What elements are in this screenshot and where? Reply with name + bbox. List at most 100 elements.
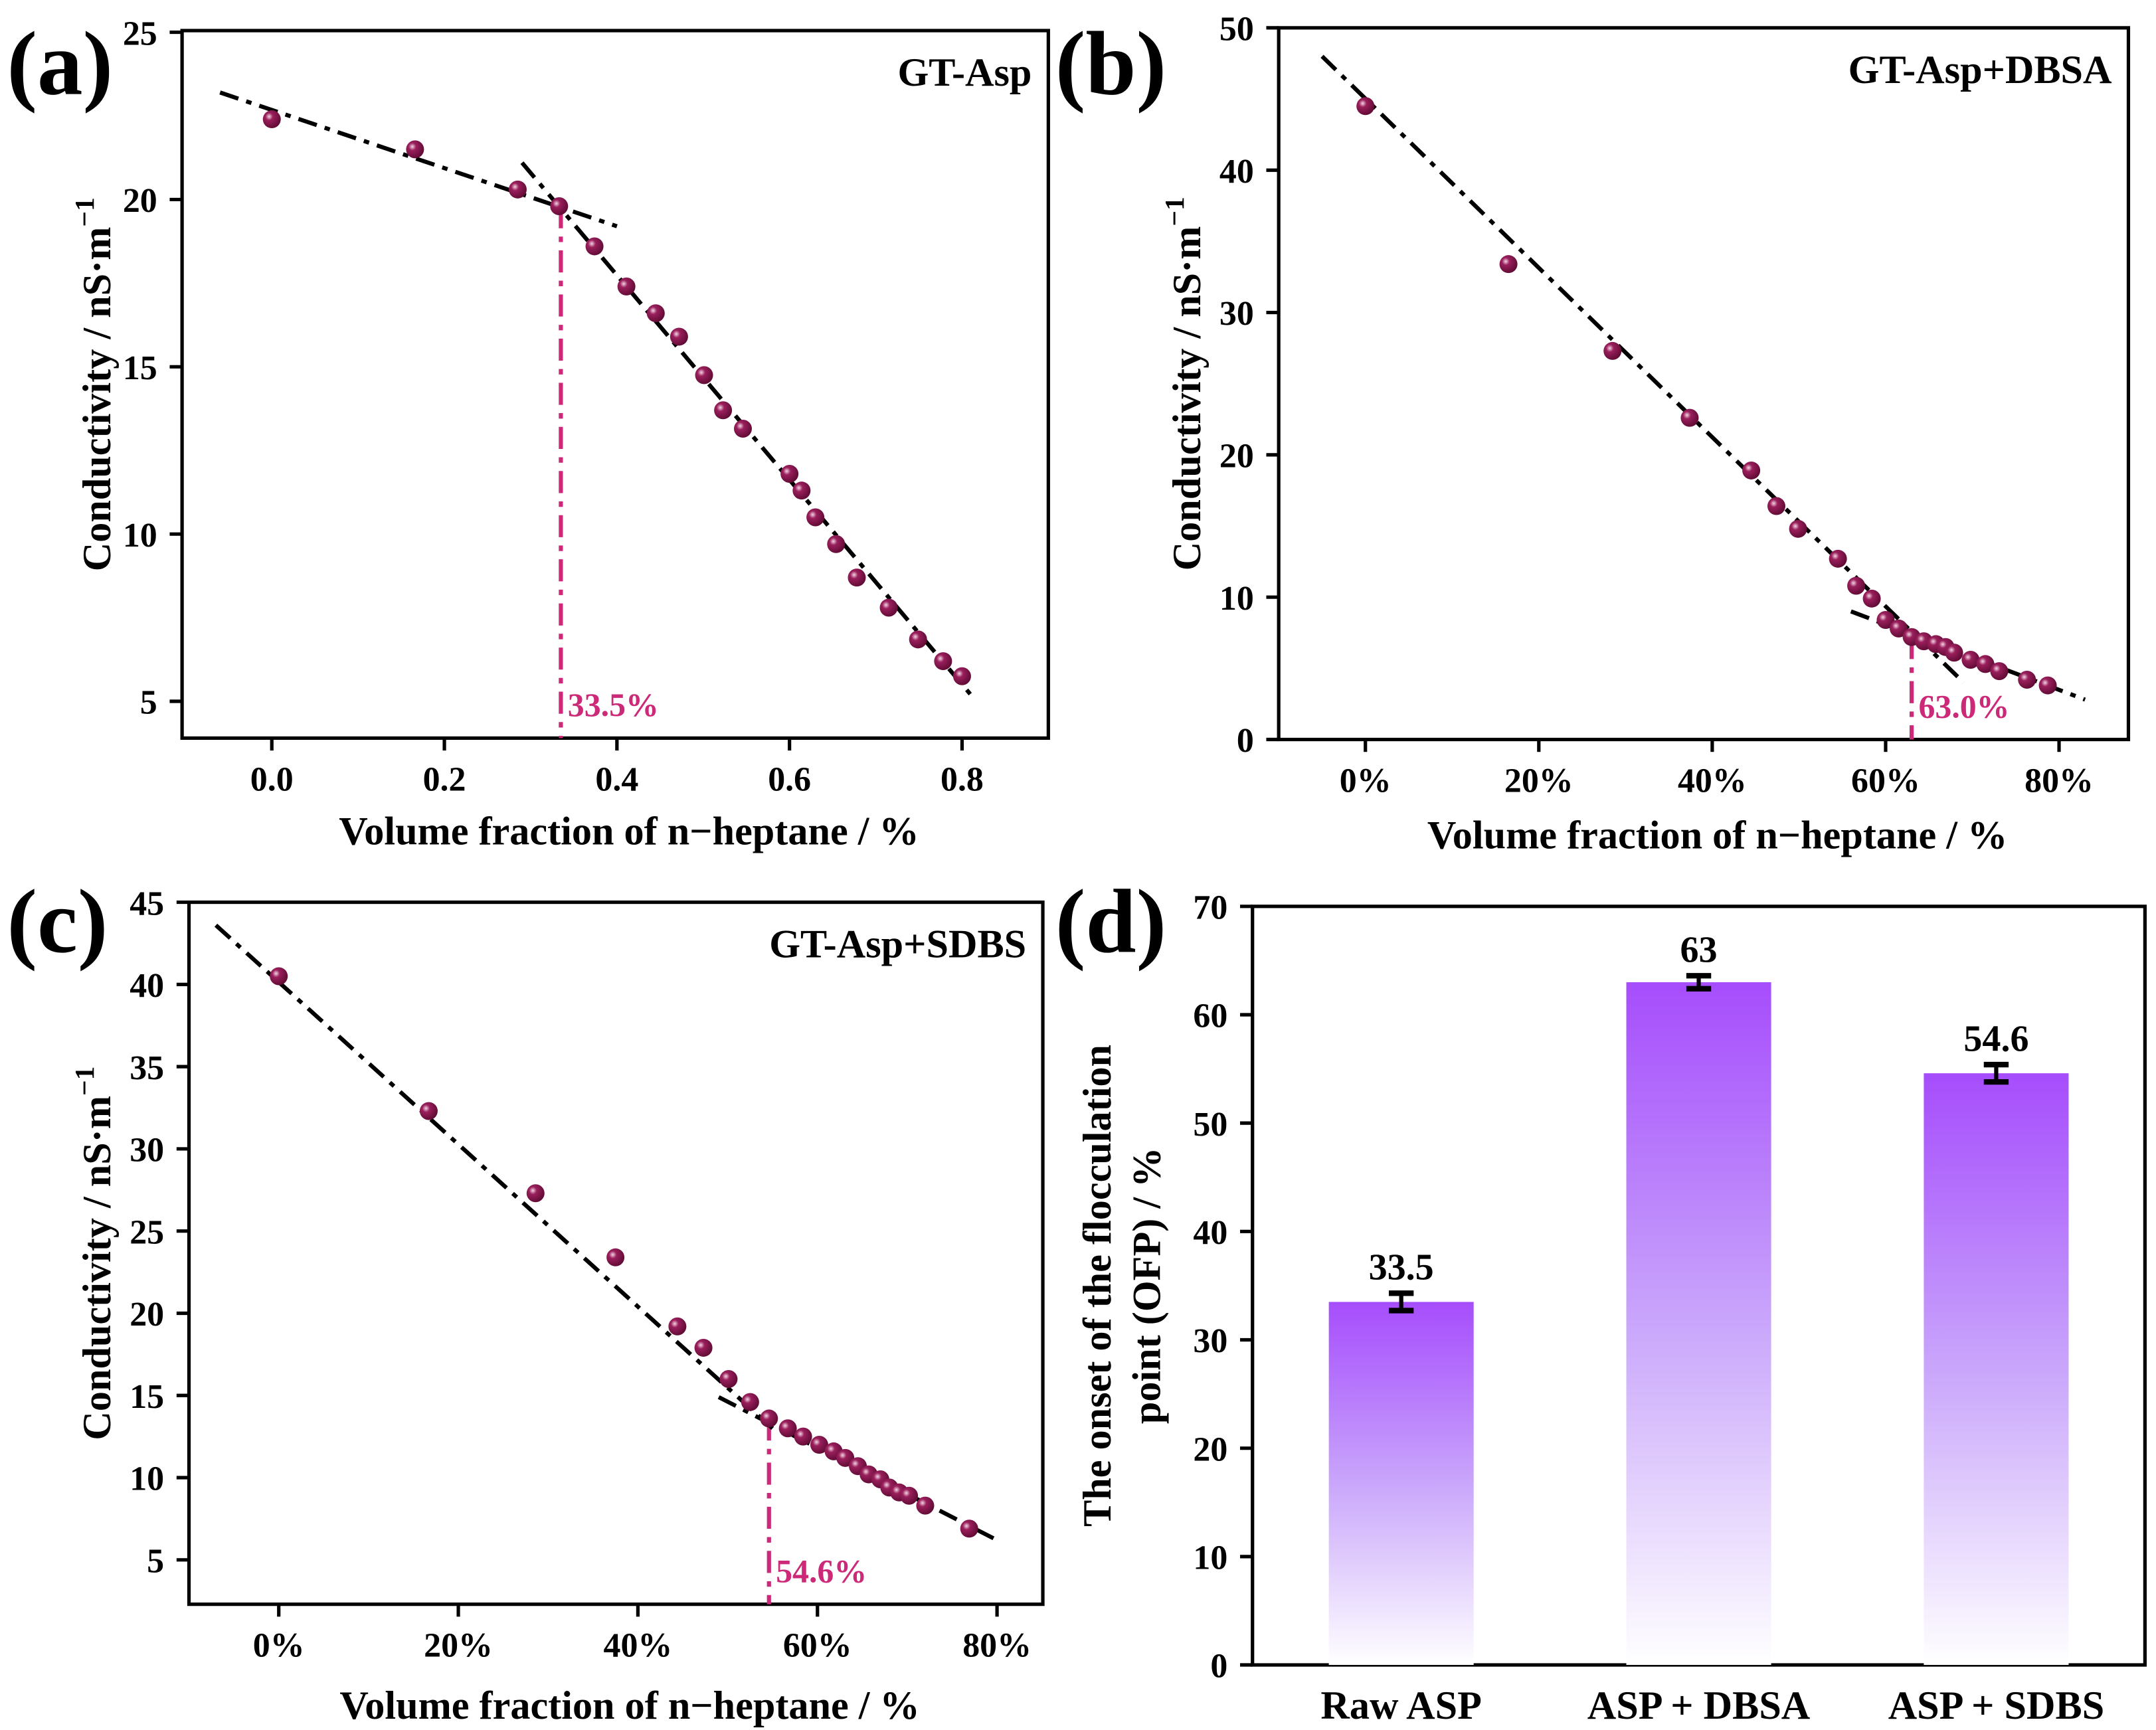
data-point: [909, 630, 927, 649]
y-tick-label: 40: [1219, 153, 1254, 191]
x-axis-label: Volume fraction of n−heptane / %: [339, 1684, 919, 1728]
data-point: [1767, 497, 1785, 515]
data-point: [419, 1102, 438, 1120]
data-point: [550, 197, 569, 216]
data-point: [262, 110, 281, 129]
data-point: [1976, 655, 1995, 673]
data-point: [526, 1184, 545, 1203]
x-category-label: Raw ASP: [1320, 1684, 1482, 1728]
panel-label: (b): [1055, 13, 1167, 114]
data-point: [695, 366, 713, 385]
y-tick-label: 30: [1219, 295, 1254, 333]
y-tick-label: 45: [130, 885, 164, 922]
fit-line: [214, 923, 774, 1430]
data-point: [952, 667, 971, 685]
y-axis-label-text: Conductivity / nS·m: [1165, 226, 1210, 571]
y-axis-label-line1: The onset of the flocculation: [1075, 1045, 1120, 1527]
y-tick-label: 5: [147, 1543, 164, 1581]
y-tick-label: 70: [1193, 889, 1227, 926]
x-tick-label: 60%: [783, 1627, 852, 1665]
plot-frame: [1277, 26, 2131, 742]
x-tick-label: 80%: [2024, 762, 2094, 800]
x-tick-label: 0.0: [250, 760, 294, 798]
x-tick-label: 20%: [424, 1627, 493, 1665]
data-point: [794, 1427, 812, 1446]
data-point: [827, 535, 846, 553]
data-point: [2018, 670, 2036, 689]
y-axis-label-superscript: −1: [69, 1067, 100, 1096]
value-label: 63: [1680, 929, 1718, 970]
x-tick-label: 40%: [1678, 762, 1747, 800]
y-tick-label: 15: [130, 1378, 164, 1416]
value-label: 33.5: [1369, 1247, 1434, 1288]
data-point: [694, 1338, 713, 1357]
data-point: [508, 180, 527, 199]
bar: [1328, 1302, 1474, 1666]
y-tick-label: 5: [140, 684, 157, 722]
x-axis-label: Volume fraction of n−heptane / %: [339, 809, 919, 853]
y-axis-label-superscript: −1: [1159, 197, 1190, 226]
data-point: [778, 1419, 797, 1438]
y-tick-label: 50: [1193, 1106, 1227, 1144]
data-point: [1789, 519, 1807, 538]
y-axis-label-superscript: −1: [69, 197, 100, 226]
data-point: [1680, 408, 1699, 427]
y-tick-label: 20: [1219, 438, 1254, 476]
x-tick-label: 0.2: [423, 760, 466, 798]
y-tick-label: 0: [1237, 722, 1254, 760]
data-point: [806, 508, 825, 527]
data-point: [879, 598, 898, 617]
panel-title: GT-Asp+DBSA: [1848, 48, 2112, 92]
x-tick-label: 60%: [1851, 762, 1920, 800]
y-tick-label: 15: [123, 349, 157, 387]
panel-d: (d) 0 10 20 30 40 50 60 70 The onset of the flocc…: [1055, 871, 2147, 1728]
data-point: [670, 327, 688, 346]
y-tick-label: 30: [1193, 1322, 1227, 1360]
panel-label: (d): [1055, 871, 1167, 972]
value-label: 54.6: [1963, 1018, 2028, 1059]
y-tick-label: 20: [130, 1296, 164, 1334]
bar: [1924, 1073, 2069, 1666]
x-tick-label: 0.6: [768, 760, 811, 798]
plot-frame: [180, 29, 1050, 740]
data-point: [916, 1496, 935, 1515]
data-point: [2038, 676, 2057, 695]
data-point: [1847, 576, 1866, 595]
panel-label: (a): [7, 13, 113, 114]
data-point: [585, 237, 604, 256]
x-category-label: ASP + SDBS: [1888, 1684, 2105, 1728]
data-point: [1862, 589, 1881, 608]
data-point: [780, 464, 799, 483]
plot-frame: [187, 900, 1045, 1606]
y-tick-label: 20: [123, 182, 157, 220]
data-point: [606, 1248, 625, 1266]
data-point: [1603, 341, 1622, 360]
onset-label: 54.6%: [776, 1553, 867, 1589]
y-tick-label: 30: [130, 1132, 164, 1169]
bar: [1626, 982, 1771, 1666]
data-point: [960, 1519, 978, 1538]
y-tick-label: 40: [1193, 1214, 1227, 1252]
onset-label: 63.0%: [1918, 688, 2009, 725]
data-point: [1829, 549, 1847, 568]
x-axis-label: Volume fraction of n−heptane / %: [1427, 814, 2007, 858]
x-tick-label: 0.4: [595, 760, 638, 798]
y-axis-label-line2: point (OFP) / %: [1125, 1148, 1170, 1425]
y-tick-label: 40: [130, 967, 164, 1005]
y-tick-label: 20: [1193, 1430, 1227, 1468]
x-tick-label: 40%: [603, 1627, 672, 1665]
x-tick-label: 80%: [962, 1627, 1032, 1665]
y-tick-label: 10: [123, 517, 157, 555]
data-point: [1356, 97, 1375, 116]
y-axis-label-text: Conductivity / nS·m: [75, 227, 120, 572]
data-point: [714, 401, 733, 420]
data-point: [646, 304, 665, 323]
y-tick-label: 25: [123, 15, 157, 52]
data-point: [733, 419, 752, 438]
fit-line: [1320, 54, 1965, 685]
data-point: [741, 1393, 759, 1411]
panel-b: (b) 0 10 20 30 40 50 Conductivity / nS·m−1 0% 20%…: [1055, 11, 2131, 858]
data-point: [934, 652, 952, 671]
panel-a: (a) 5 10 15 20 25 Conductivity / nS·m−1 0.0 0.2 0…: [7, 13, 1050, 853]
